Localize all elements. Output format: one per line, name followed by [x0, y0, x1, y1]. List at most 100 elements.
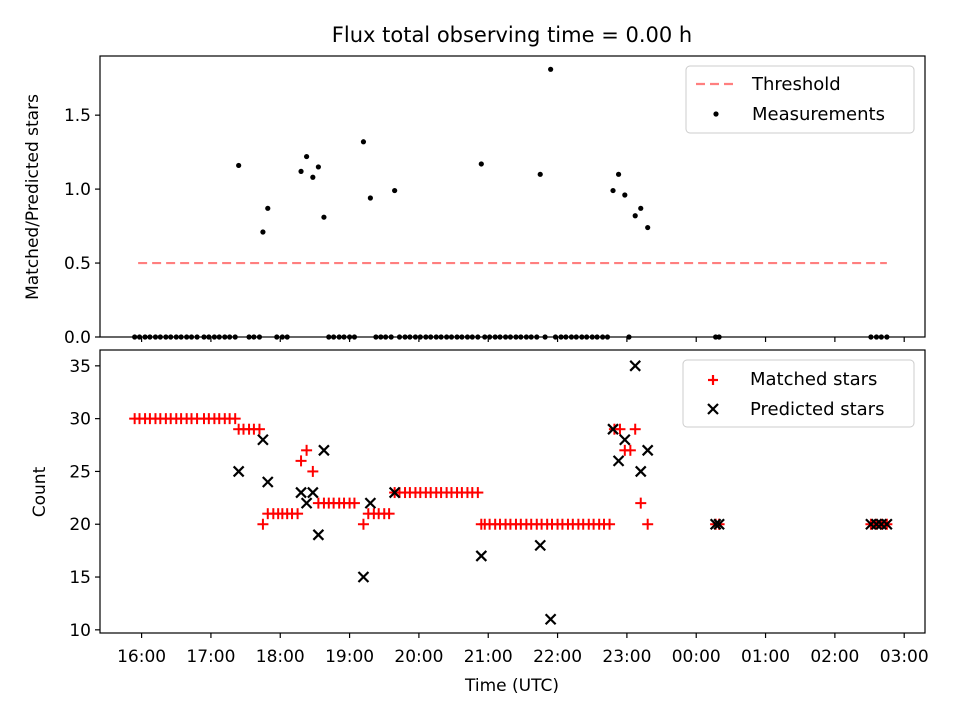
- measurement-point: [444, 334, 450, 340]
- measurement-point: [878, 334, 884, 340]
- predicted-star-point: [300, 497, 313, 509]
- predicted-star-point: [634, 465, 647, 478]
- measurement-point: [626, 334, 632, 340]
- count-marks: [129, 360, 893, 626]
- measurement-point: [482, 334, 488, 340]
- measurement-point: [454, 334, 460, 340]
- predicted-star-point: [318, 444, 330, 457]
- measurement-point: [600, 334, 606, 340]
- ratio-y-axis-label: Matched/Predicted stars: [23, 94, 43, 300]
- x-tick-label: 20:00: [394, 647, 443, 667]
- count-legend: Matched stars Predicted stars: [682, 359, 915, 428]
- x-axis-label: Time (UTC): [464, 676, 559, 696]
- count-y-axis-label: Count: [30, 466, 50, 517]
- x-tick-label: 01:00: [741, 647, 790, 667]
- measurement-point: [478, 161, 484, 167]
- matched-star-point: [295, 455, 307, 467]
- measurement-point: [448, 334, 455, 340]
- predicted-star-point: [709, 518, 722, 531]
- measurement-point: [632, 213, 638, 219]
- measurement-point: [542, 334, 548, 340]
- measurement-point: [868, 334, 874, 340]
- measurement-point: [341, 334, 347, 340]
- matched-star-point: [604, 518, 616, 530]
- measurement-point: [194, 334, 200, 340]
- predicted-star-point: [388, 486, 401, 499]
- measurement-point: [315, 164, 321, 170]
- measurement-point: [222, 334, 228, 340]
- measurement-point: [378, 334, 384, 340]
- legend-measurement-dot-icon: [713, 111, 719, 117]
- measurement-point: [251, 334, 257, 340]
- x-tick-label: 00:00: [672, 647, 721, 667]
- measurement-point: [216, 334, 222, 340]
- measurement-point: [523, 334, 529, 340]
- measurement-point: [464, 334, 471, 340]
- measurement-point: [507, 334, 514, 340]
- predicted-star-point: [607, 423, 619, 435]
- predicted-star-point: [295, 486, 307, 499]
- predicted-star-point: [475, 550, 488, 562]
- count-y-tick-label: 25: [69, 462, 91, 482]
- predicted-star-point: [312, 529, 325, 541]
- measurement-point: [604, 334, 611, 340]
- measurement-point: [433, 334, 439, 340]
- legend-measurements-label: Measurements: [752, 104, 885, 125]
- measurement-point: [331, 334, 337, 340]
- measurement-point: [147, 334, 153, 340]
- ratio-y-tick-label: 0.5: [64, 254, 91, 274]
- ratio-y-tick-label: 0.0: [64, 328, 91, 348]
- measurement-point: [163, 334, 169, 340]
- predicted-star-point: [870, 518, 883, 531]
- matched-star-point: [253, 423, 265, 435]
- measurement-point: [638, 205, 644, 211]
- measurement-point: [548, 66, 554, 72]
- measurement-point: [132, 334, 138, 340]
- measurement-point: [518, 334, 524, 340]
- matched-star-point: [229, 413, 241, 425]
- predicted-star-point: [619, 433, 631, 446]
- measurement-point: [388, 334, 394, 340]
- measurement-point: [610, 187, 616, 194]
- measurement-point: [336, 334, 342, 340]
- x-tick-label: 17:00: [186, 647, 235, 667]
- legend-matched-label: Matched stars: [750, 369, 877, 390]
- matched-star-point: [292, 508, 304, 520]
- matched-star-point: [614, 423, 626, 435]
- ratio-marks: [132, 66, 890, 340]
- matched-star-point: [301, 444, 313, 456]
- x-tick-label: 18:00: [256, 647, 305, 667]
- measurement-point: [274, 334, 280, 340]
- x-tick-label: 23:00: [602, 647, 651, 667]
- x-tick-label: 21:00: [464, 647, 513, 667]
- predicted-star-point: [257, 433, 269, 446]
- matched-star-point: [635, 497, 647, 509]
- x-tick-label: 02:00: [810, 647, 859, 667]
- ratio-panel: 0.0 0.5 1.0 1.5 Matched/Predicted stars Thr…: [23, 55, 926, 348]
- legend-threshold-label: Threshold: [751, 74, 841, 95]
- measurement-point: [136, 334, 143, 340]
- measurement-point: [475, 334, 481, 340]
- measurement-point: [563, 334, 569, 340]
- measurement-point: [584, 334, 590, 340]
- measurement-point: [211, 334, 217, 340]
- measurement-point: [487, 334, 493, 340]
- measurement-point: [534, 334, 540, 340]
- measurement-point: [360, 139, 367, 145]
- measurement-point: [206, 334, 212, 340]
- measurement-point: [423, 334, 429, 340]
- measurement-point: [502, 334, 509, 340]
- matched-star-point: [629, 423, 641, 435]
- predicted-star-point: [881, 518, 893, 531]
- measurement-point: [279, 334, 285, 340]
- measurement-point: [645, 224, 651, 231]
- matched-star-point: [307, 465, 319, 477]
- matched-star-point: [257, 518, 269, 530]
- predicted-star-point: [534, 539, 547, 552]
- matched-star-point: [624, 444, 636, 456]
- predicted-star-point: [629, 360, 641, 372]
- count-y-tick-label: 10: [69, 621, 91, 641]
- measurement-point: [622, 192, 628, 198]
- measurement-point: [558, 334, 564, 340]
